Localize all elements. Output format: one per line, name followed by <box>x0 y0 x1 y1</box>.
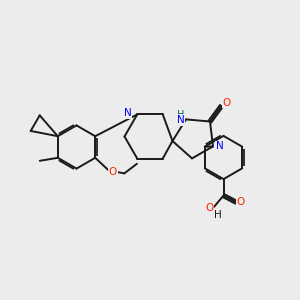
Text: O: O <box>205 203 213 214</box>
Text: N: N <box>177 115 184 125</box>
Text: O: O <box>109 167 117 177</box>
Text: O: O <box>237 197 245 207</box>
Text: O: O <box>223 98 231 108</box>
Text: N: N <box>124 108 132 118</box>
Text: H: H <box>214 209 222 220</box>
Text: N: N <box>216 141 224 152</box>
Text: H: H <box>177 110 184 120</box>
